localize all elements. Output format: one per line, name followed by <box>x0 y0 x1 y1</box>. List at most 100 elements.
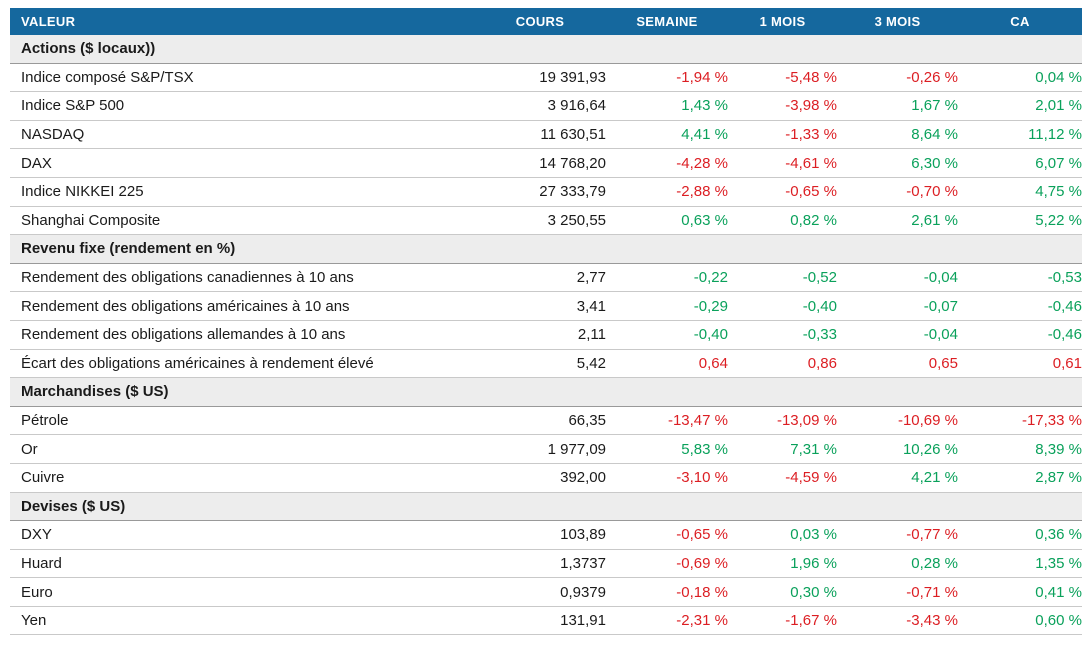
cours-value: 66,35 <box>474 406 606 436</box>
row-label: Écart des obligations américaines à rend… <box>10 349 474 379</box>
pct-ca: 5,22 % <box>958 206 1082 236</box>
table-row: Euro 0,9379 -0,18 % 0,30 % -0,71 % 0,41 … <box>10 577 1082 607</box>
col-header-valeur: VALEUR <box>10 8 474 35</box>
table-row: Yen 131,91 -2,31 % -1,67 % -3,43 % 0,60 … <box>10 606 1082 636</box>
pct-ca: 0,41 % <box>958 577 1082 607</box>
row-label: Shanghai Composite <box>10 206 474 236</box>
row-label: Indice NIKKEI 225 <box>10 177 474 207</box>
pct-semaine: -3,10 % <box>606 463 728 493</box>
cours-value: 14 768,20 <box>474 148 606 178</box>
pct-ca: 2,87 % <box>958 463 1082 493</box>
pct-ca: 11,12 % <box>958 120 1082 150</box>
pct-3mois: -0,70 % <box>837 177 958 207</box>
pct-1mois: 0,30 % <box>728 577 837 607</box>
pct-1mois: 0,82 % <box>728 206 837 236</box>
pct-3mois: 1,67 % <box>837 91 958 121</box>
pct-1mois: -4,59 % <box>728 463 837 493</box>
section-row-revenu-fixe: Revenu fixe (rendement en %) <box>10 234 1082 264</box>
table-row: Shanghai Composite 3 250,55 0,63 % 0,82 … <box>10 206 1082 236</box>
row-label: DAX <box>10 148 474 178</box>
pct-1mois: 7,31 % <box>728 434 837 464</box>
market-summary-table: VALEUR COURS SEMAINE 1 MOIS 3 MOIS CA Ac… <box>10 8 1082 636</box>
pct-ca: 0,60 % <box>958 606 1082 636</box>
row-label: DXY <box>10 520 474 550</box>
cours-value: 1,3737 <box>474 549 606 579</box>
pct-3mois: -0,04 <box>837 320 958 350</box>
pct-ca: 8,39 % <box>958 434 1082 464</box>
pct-semaine: -2,31 % <box>606 606 728 636</box>
pct-1mois: -0,65 % <box>728 177 837 207</box>
table-row: Rendement des obligations canadiennes à … <box>10 263 1082 293</box>
pct-1mois: -3,98 % <box>728 91 837 121</box>
pct-3mois: -0,07 <box>837 291 958 321</box>
pct-semaine: -4,28 % <box>606 148 728 178</box>
pct-3mois: 0,28 % <box>837 549 958 579</box>
cours-value: 131,91 <box>474 606 606 636</box>
pct-3mois: -0,04 <box>837 263 958 293</box>
section-title: Actions ($ locaux)) <box>10 35 1082 64</box>
cours-value: 27 333,79 <box>474 177 606 207</box>
pct-ca: 1,35 % <box>958 549 1082 579</box>
table-row: DAX 14 768,20 -4,28 % -4,61 % 6,30 % 6,0… <box>10 148 1082 178</box>
pct-3mois: -0,26 % <box>837 63 958 93</box>
table-row: Pétrole 66,35 -13,47 % -13,09 % -10,69 %… <box>10 406 1082 436</box>
row-label: Rendement des obligations allemandes à 1… <box>10 320 474 350</box>
pct-1mois: -0,40 <box>728 291 837 321</box>
cours-value: 5,42 <box>474 349 606 379</box>
header-row: VALEUR COURS SEMAINE 1 MOIS 3 MOIS CA <box>10 8 1082 35</box>
table-row: DXY 103,89 -0,65 % 0,03 % -0,77 % 0,36 % <box>10 520 1082 550</box>
cours-value: 19 391,93 <box>474 63 606 93</box>
cours-value: 3,41 <box>474 291 606 321</box>
pct-semaine: -0,29 <box>606 291 728 321</box>
pct-1mois: -13,09 % <box>728 406 837 436</box>
pct-ca: 0,61 <box>958 349 1082 379</box>
pct-ca: -0,53 <box>958 263 1082 293</box>
cours-value: 11 630,51 <box>474 120 606 150</box>
pct-ca: 2,01 % <box>958 91 1082 121</box>
section-row-actions: Actions ($ locaux)) <box>10 35 1082 64</box>
row-label: Indice composé S&P/TSX <box>10 63 474 93</box>
pct-semaine: 0,63 % <box>606 206 728 236</box>
pct-3mois: 8,64 % <box>837 120 958 150</box>
table-row: Rendement des obligations allemandes à 1… <box>10 320 1082 350</box>
table-row: Indice S&P 500 3 916,64 1,43 % -3,98 % 1… <box>10 91 1082 121</box>
cours-value: 392,00 <box>474 463 606 493</box>
pct-semaine: -0,65 % <box>606 520 728 550</box>
pct-semaine: -0,40 <box>606 320 728 350</box>
cours-value: 3 250,55 <box>474 206 606 236</box>
pct-semaine: -2,88 % <box>606 177 728 207</box>
market-summary-table-wrap: VALEUR COURS SEMAINE 1 MOIS 3 MOIS CA Ac… <box>10 8 1082 636</box>
table-row: Écart des obligations américaines à rend… <box>10 349 1082 379</box>
pct-semaine: -1,94 % <box>606 63 728 93</box>
table-row: Cuivre 392,00 -3,10 % -4,59 % 4,21 % 2,8… <box>10 463 1082 493</box>
pct-ca: 6,07 % <box>958 148 1082 178</box>
pct-1mois: 1,96 % <box>728 549 837 579</box>
pct-3mois: -3,43 % <box>837 606 958 636</box>
pct-semaine: 0,64 <box>606 349 728 379</box>
pct-3mois: 4,21 % <box>837 463 958 493</box>
pct-semaine: -0,69 % <box>606 549 728 579</box>
pct-3mois: 10,26 % <box>837 434 958 464</box>
col-header-1mois: 1 MOIS <box>728 8 837 35</box>
row-label: Yen <box>10 606 474 636</box>
cours-value: 103,89 <box>474 520 606 550</box>
row-label: Pétrole <box>10 406 474 436</box>
cours-value: 2,77 <box>474 263 606 293</box>
col-header-cours: COURS <box>474 8 606 35</box>
pct-ca: 4,75 % <box>958 177 1082 207</box>
row-label: Indice S&P 500 <box>10 91 474 121</box>
row-label: Rendement des obligations canadiennes à … <box>10 263 474 293</box>
pct-ca: -17,33 % <box>958 406 1082 436</box>
table-row: Indice composé S&P/TSX 19 391,93 -1,94 %… <box>10 63 1082 93</box>
col-header-ca: CA <box>958 8 1082 35</box>
table-row: Rendement des obligations américaines à … <box>10 291 1082 321</box>
col-header-semaine: SEMAINE <box>606 8 728 35</box>
pct-3mois: -0,77 % <box>837 520 958 550</box>
pct-3mois: 6,30 % <box>837 148 958 178</box>
row-label: Rendement des obligations américaines à … <box>10 291 474 321</box>
cours-value: 3 916,64 <box>474 91 606 121</box>
pct-3mois: -0,71 % <box>837 577 958 607</box>
pct-1mois: -0,52 <box>728 263 837 293</box>
row-label: Huard <box>10 549 474 579</box>
pct-1mois: -1,33 % <box>728 120 837 150</box>
